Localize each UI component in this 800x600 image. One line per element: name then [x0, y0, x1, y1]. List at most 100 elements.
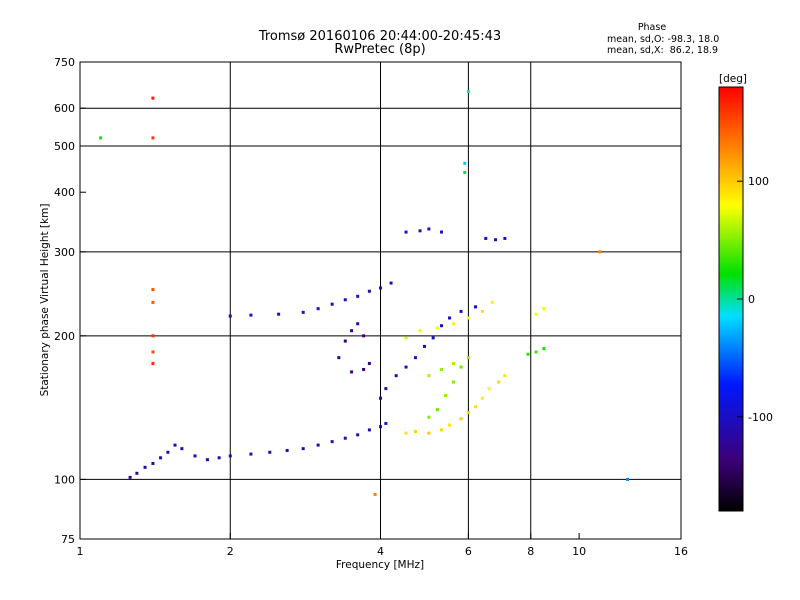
data-point: [494, 238, 498, 242]
data-point: [316, 443, 320, 447]
data-point: [625, 477, 629, 481]
data-point: [435, 326, 439, 330]
x-tick-label: 6: [465, 545, 472, 558]
y-axis-label: Stationary phase Virtual Height [km]: [39, 204, 51, 397]
data-point: [490, 300, 494, 304]
y-tick-label: 100: [54, 473, 75, 486]
data-point: [350, 329, 354, 333]
data-point: [459, 365, 463, 369]
data-point: [151, 361, 155, 365]
data-point: [166, 450, 170, 454]
data-point: [473, 305, 477, 309]
data-point: [463, 161, 467, 165]
data-point: [151, 334, 155, 338]
chart-title: Tromsø 20160106 20:44:00-20:45:43: [258, 29, 501, 44]
x-tick-label: 4: [377, 545, 384, 558]
data-point: [466, 90, 470, 94]
data-point: [534, 350, 538, 354]
data-point: [473, 405, 477, 409]
data-point: [373, 492, 377, 496]
data-point: [484, 236, 488, 240]
data-point: [451, 380, 455, 384]
data-point: [427, 415, 431, 419]
data-point: [330, 440, 334, 444]
data-point: [487, 387, 491, 391]
data-point: [159, 456, 163, 460]
data-point: [173, 443, 177, 447]
x-tick-label: 16: [674, 545, 688, 558]
data-point: [413, 430, 417, 434]
data-point: [151, 96, 155, 100]
data-point: [418, 329, 422, 333]
data-point: [466, 356, 470, 360]
data-point: [448, 316, 452, 320]
y-tick-label: 750: [54, 56, 75, 69]
data-point: [379, 396, 382, 400]
data-point: [228, 314, 232, 318]
data-point: [350, 370, 354, 374]
data-point: [367, 289, 371, 293]
data-point: [542, 347, 546, 351]
data-point: [598, 250, 602, 254]
y-tick-label: 400: [54, 186, 75, 199]
data-point: [394, 374, 398, 378]
data-point: [404, 431, 408, 435]
colorbar-label: [deg]: [719, 73, 747, 85]
data-point: [404, 336, 408, 340]
data-point: [404, 365, 408, 369]
colorbar-tick-label: -100: [748, 411, 773, 424]
data-point: [249, 452, 253, 456]
y-tick-label: 600: [54, 102, 75, 115]
data-point: [151, 461, 155, 465]
data-point: [389, 281, 393, 285]
data-point: [440, 367, 444, 371]
data-point: [503, 236, 507, 240]
data-point: [444, 393, 448, 397]
data-point: [249, 313, 253, 317]
axis-ticks: 1 2 4 6 8 10 16 75 100 200 300 400 500 600 750: [54, 56, 688, 558]
data-point: [418, 229, 422, 233]
data-point: [128, 475, 132, 479]
data-point: [480, 396, 484, 400]
data-point: [448, 423, 452, 427]
data-point: [268, 450, 272, 454]
data-point: [503, 374, 507, 378]
data-point: [440, 230, 444, 234]
data-point: [427, 374, 431, 378]
y-tick-label: 200: [54, 330, 75, 343]
data-point: [497, 380, 501, 384]
data-point: [356, 322, 360, 326]
colorbar-tick-label: 100: [748, 175, 769, 188]
data-point: [534, 312, 538, 316]
data-point: [404, 230, 408, 234]
data-point: [431, 336, 435, 340]
data-point: [135, 471, 139, 475]
data-point: [180, 447, 184, 451]
data-point: [459, 417, 463, 421]
phase-o-stats: mean, sd,O: -98.3, 18.0: [607, 34, 719, 45]
data-point: [466, 411, 470, 415]
title-group: Tromsø 20160106 20:44:00-20:45:43 RwPret…: [258, 29, 501, 57]
data-point: [362, 334, 366, 338]
data-point: [301, 447, 305, 451]
data-point: [228, 454, 232, 458]
data-point: [362, 367, 366, 371]
data-point: [343, 436, 347, 440]
data-point: [466, 316, 470, 320]
data-point: [384, 387, 388, 391]
data-point: [542, 307, 546, 311]
data-point: [343, 298, 347, 302]
phase-x-stats: mean, sd,X: 86.2, 18.9: [607, 45, 718, 56]
data-point: [379, 425, 382, 429]
data-point: [367, 428, 371, 432]
data-points: [99, 90, 629, 496]
colorbar-tick-label: 0: [748, 293, 755, 306]
x-tick-label: 1: [77, 545, 84, 558]
grid-lines: [80, 62, 681, 539]
data-point: [151, 136, 155, 140]
x-axis-label: Frequency [MHz]: [336, 559, 424, 571]
data-point: [151, 300, 155, 304]
data-point: [526, 352, 530, 356]
data-point: [99, 136, 103, 140]
